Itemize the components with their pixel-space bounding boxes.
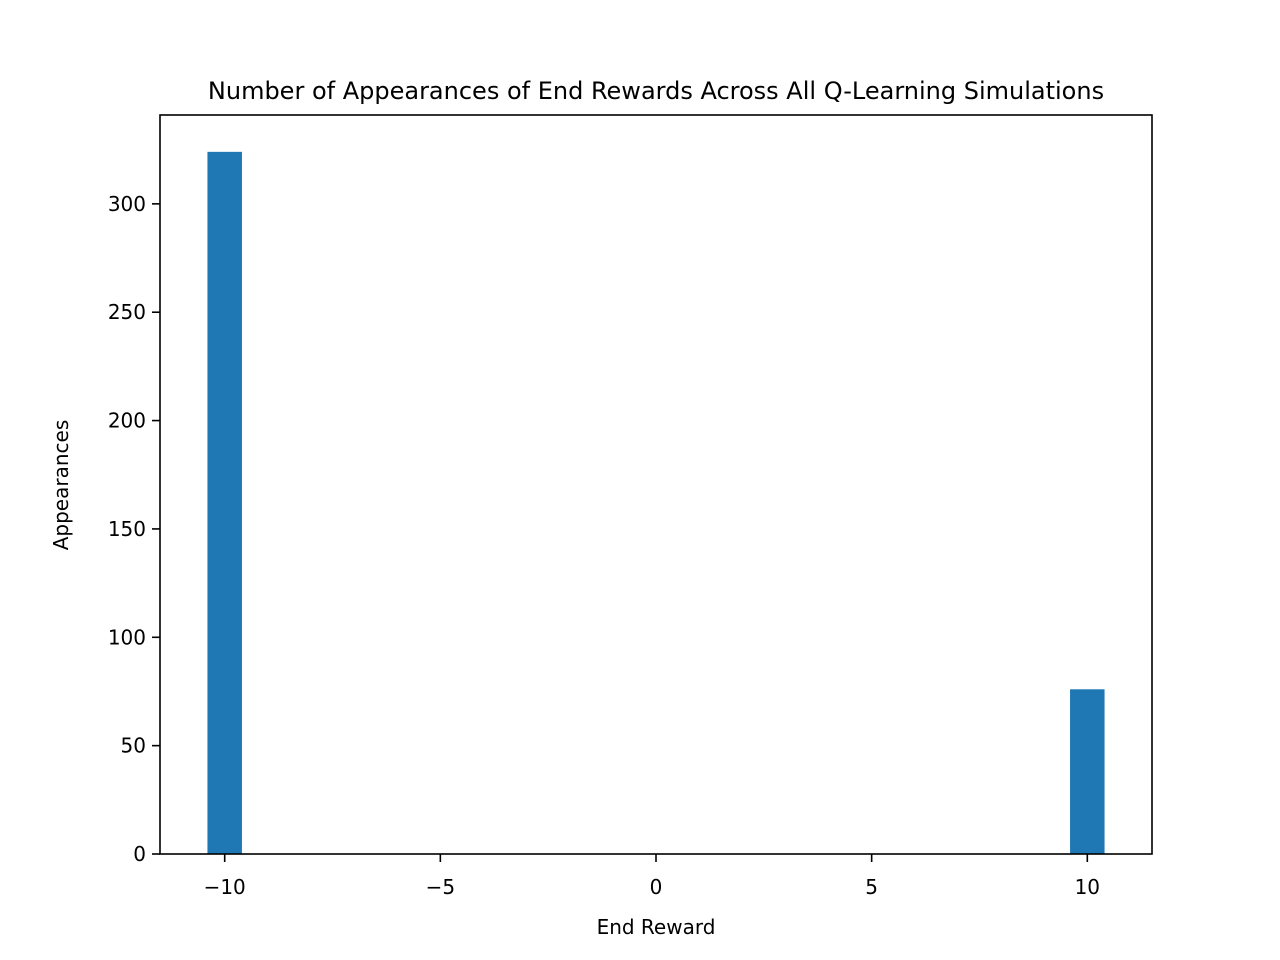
x-axis-label: End Reward	[597, 915, 716, 939]
y-tick-label: 250	[108, 300, 146, 324]
y-axis-label: Appearances	[49, 420, 73, 551]
y-tick-label: 50	[121, 734, 146, 758]
y-tick-label: 100	[108, 625, 146, 649]
x-tick-label: 0	[650, 875, 663, 899]
bars-layer	[207, 151, 1105, 854]
x-axis-ticks: −10 −5 0 5 10	[204, 854, 1100, 899]
plot-frame	[159, 114, 1153, 855]
y-tick-label: 300	[108, 192, 146, 216]
histogram-bar-1	[1070, 689, 1105, 854]
x-tick-label: −5	[426, 875, 455, 899]
chart-title: Number of Appearances of End Rewards Acr…	[208, 77, 1104, 105]
y-axis-ticks: 0 50 100 150 200 250 300	[108, 192, 160, 866]
x-tick-label: 10	[1075, 875, 1100, 899]
y-tick-label: 150	[108, 517, 146, 541]
histogram-bar-0	[207, 151, 242, 854]
x-tick-label: −10	[204, 875, 246, 899]
x-tick-label: 5	[865, 875, 878, 899]
y-tick-label: 0	[133, 842, 146, 866]
y-tick-label: 200	[108, 409, 146, 433]
